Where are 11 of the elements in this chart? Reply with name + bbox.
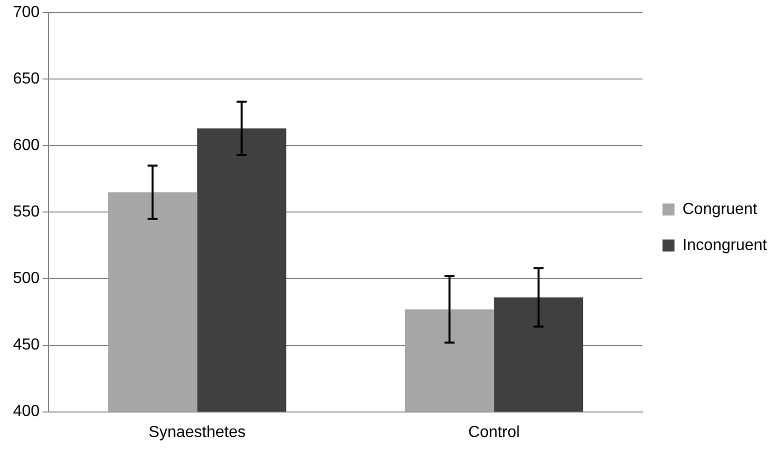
- y-tick-label: 500: [12, 270, 40, 288]
- y-tick-label: 650: [12, 70, 40, 88]
- y-tick-label: 400: [12, 403, 40, 420]
- legend-label: Congruent: [682, 200, 758, 218]
- legend-label: Incongruent: [682, 236, 768, 254]
- y-tick-label: 700: [12, 4, 40, 22]
- y-tick-label: 450: [12, 336, 40, 354]
- y-tick-label: 550: [12, 204, 40, 221]
- x-tick-label: Control: [468, 424, 520, 441]
- y-tick-label: 600: [12, 137, 40, 154]
- x-tick-label: Synaesthetes: [148, 424, 246, 441]
